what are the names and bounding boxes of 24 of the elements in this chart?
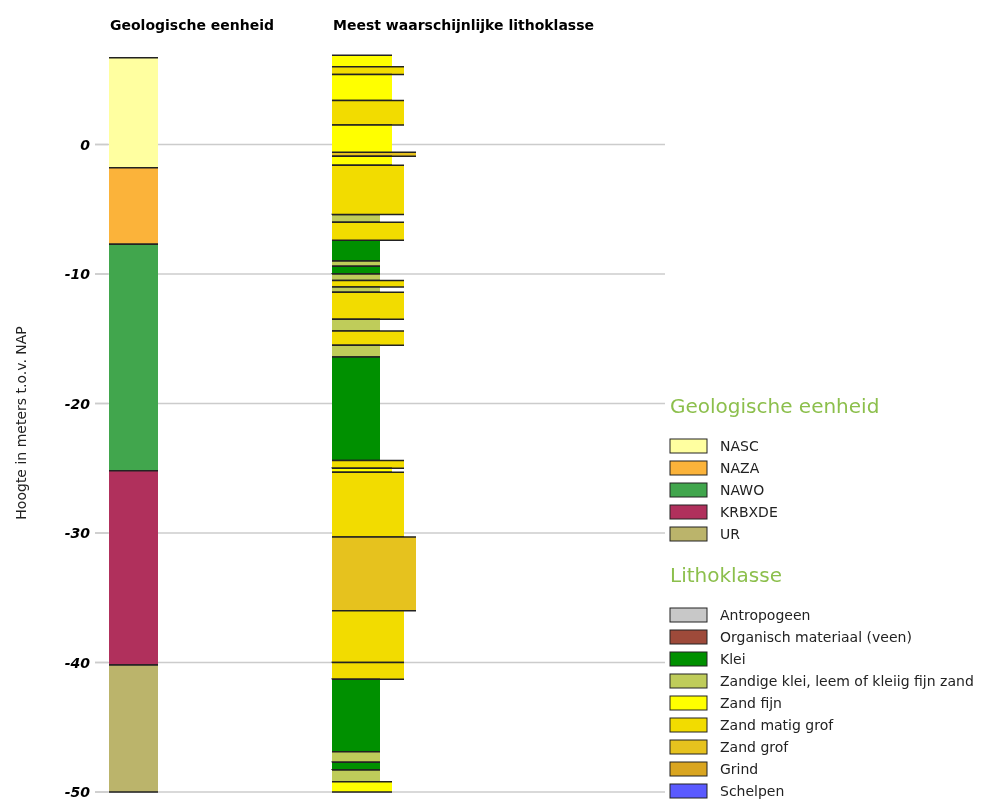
- x-tick-label: Meest waarschijnlijke lithoklasse: [333, 17, 595, 33]
- legend-label: Zandige klei, leem of kleiig fijn zand: [720, 673, 974, 689]
- y-tick-label: 0: [80, 136, 91, 153]
- legend-label: Zand fijn: [720, 695, 782, 711]
- legend-label: Antropogeen: [720, 607, 811, 623]
- text: Lithoklasse: [670, 563, 782, 587]
- y-tick-label: -10: [64, 266, 91, 282]
- legend-label: NAZA: [720, 460, 760, 476]
- y-tick-label: -30: [64, 525, 91, 541]
- y-axis-title: Hoogte in meters t.o.v. NAP: [13, 326, 29, 520]
- legend-label: Organisch materiaal (veen): [720, 629, 912, 645]
- text: Geologische eenheid: [670, 394, 880, 418]
- legend-label: Grind: [720, 761, 759, 777]
- legend-label: Schelpen: [720, 783, 785, 799]
- legend-label: UR: [720, 526, 741, 542]
- legend-label: NAWO: [720, 482, 765, 498]
- legend-label: Zand grof: [720, 739, 790, 755]
- legend-label: Zand matig grof: [720, 717, 835, 733]
- legend-label: NASC: [720, 438, 759, 454]
- legend-label: KRBXDE: [720, 504, 778, 520]
- y-tick-label: -50: [64, 784, 91, 800]
- y-tick-label: -40: [64, 654, 91, 671]
- legend-label: Klei: [720, 651, 746, 667]
- y-tick-label: -20: [64, 395, 91, 412]
